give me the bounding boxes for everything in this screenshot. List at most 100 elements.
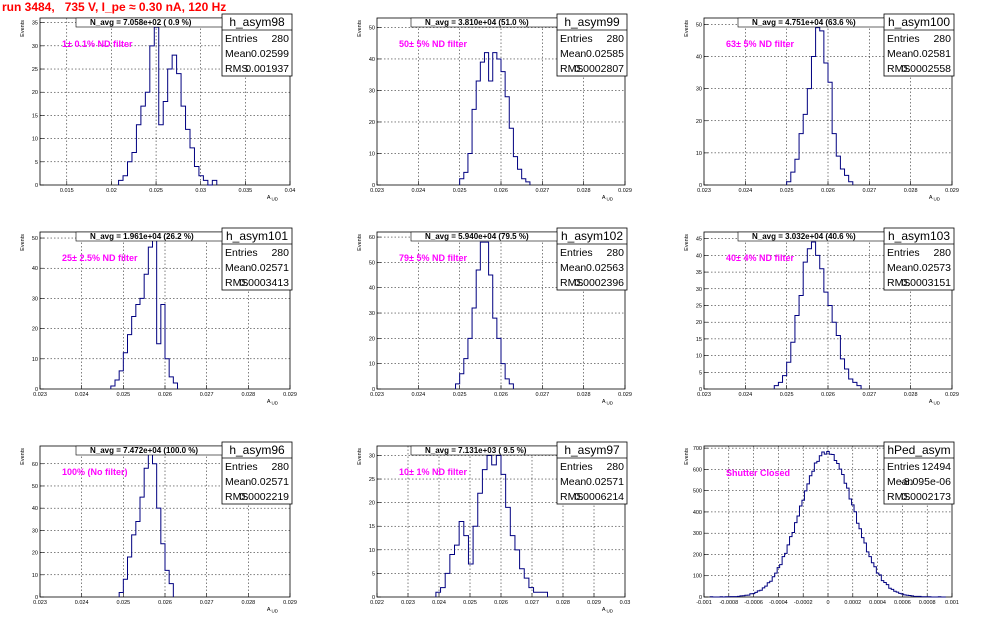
y-tick-label: 15 — [369, 524, 375, 530]
x-tick-label: 0.026 — [158, 600, 172, 606]
stats-box — [556, 13, 628, 77]
stats-value: 0.02581 — [913, 48, 951, 60]
x-axis-title: AUD — [267, 195, 279, 202]
y-tick-label: 40 — [369, 57, 375, 63]
stats-label: RMS — [225, 491, 248, 503]
stats-histogram-name: h_asym101 — [226, 229, 288, 243]
x-tick-label: 0.028 — [577, 392, 591, 398]
stats-value: 280 — [606, 461, 624, 473]
x-tick-label: 0.028 — [556, 600, 570, 606]
x-tick-label: 0.029 — [618, 188, 632, 194]
x-tick-label: 0.029 — [283, 392, 297, 398]
x-tick-label: 0.024 — [738, 188, 752, 194]
histogram-series — [786, 27, 854, 185]
x-tick-label: 0.029 — [587, 600, 601, 606]
x-tick-label: -0.0002 — [794, 600, 813, 606]
y-tick-label: 5 — [372, 571, 375, 577]
stats-label: Entries — [225, 33, 258, 45]
y-tick-label: 0 — [35, 595, 38, 601]
x-tick-label: 0.025 — [780, 188, 794, 194]
y-tick-label: 10 — [32, 137, 38, 143]
y-tick-label: 35 — [32, 21, 38, 27]
stats-value: 280 — [606, 33, 624, 45]
x-axis-title: AUD — [267, 607, 279, 614]
y-tick-label: 35 — [696, 270, 702, 276]
pad-h_asym98: 0.015 0.02 0.025 0.03 0.035 0.04 0 5 10 15 20 25 30 3… — [20, 13, 295, 202]
x-tick-label: 0.024 — [738, 392, 752, 398]
x-tick-label: 0.0004 — [869, 600, 886, 606]
x-tick-label: 0.027 — [525, 600, 539, 606]
stats-box — [883, 227, 955, 291]
y-tick-label: 30 — [369, 88, 375, 94]
navg-box — [75, 445, 223, 456]
y-tick-label: 20 — [32, 90, 38, 96]
stats-value: 280 — [933, 247, 951, 259]
stats-label: Entries — [560, 247, 593, 259]
y-tick-label: 20 — [369, 501, 375, 507]
filter-label: 100% (No filter) — [62, 467, 128, 477]
x-tick-label: -0.0004 — [769, 600, 788, 606]
y-tick-label: 500 — [693, 489, 702, 495]
x-tick-label: 0.026 — [821, 188, 835, 194]
x-tick-label: 0.024 — [432, 600, 446, 606]
navg-label: N_avg = 7.058e+02 ( 0.9 %) — [90, 18, 192, 27]
x-tick-label: 0.023 — [401, 600, 415, 606]
stats-value: 12494 — [922, 461, 951, 473]
stats-value: 0.0002807 — [574, 63, 624, 75]
x-axis-title: AUD — [602, 607, 614, 614]
x-tick-label: 0.027 — [862, 188, 876, 194]
stats-box — [883, 441, 955, 505]
stats-value: 0.0003413 — [239, 277, 289, 289]
y-tick-label: 0 — [372, 183, 375, 189]
y-tick-label: 30 — [32, 296, 38, 302]
x-tick-label: 0.02 — [106, 188, 117, 194]
y-tick-label: 5 — [699, 370, 702, 376]
stats-value: 0.0002173 — [901, 491, 951, 503]
run-title: run 3484, 735 V, I_pe ≈ 0.30 nA, 120 Hz — [2, 0, 227, 14]
stats-value: 280 — [271, 461, 289, 473]
histogram-series — [118, 452, 174, 597]
stats-label: Entries — [887, 247, 920, 259]
navg-box — [410, 17, 558, 28]
y-tick-label: 30 — [696, 87, 702, 93]
y-axis-title: Events — [20, 234, 26, 251]
navg-label: N_avg = 4.751e+04 (63.6 %) — [752, 18, 856, 27]
y-axis-title: Events — [684, 20, 690, 37]
y-tick-label: 0 — [699, 387, 702, 393]
x-tick-label: 0.027 — [862, 392, 876, 398]
x-tick-label: 0.029 — [283, 600, 297, 606]
x-tick-label: 0.025 — [116, 600, 130, 606]
y-tick-label: 50 — [696, 22, 702, 28]
stats-histogram-name: h_asym99 — [564, 15, 620, 29]
stats-value: 0.02599 — [251, 48, 289, 60]
filter-label: Shutter Closed — [726, 468, 790, 478]
y-tick-label: 50 — [369, 260, 375, 266]
stats-value: 280 — [933, 33, 951, 45]
stats-value: 0.0002558 — [901, 63, 951, 75]
y-axis-title: Events — [684, 448, 690, 465]
x-tick-label: -0.001 — [696, 600, 712, 606]
pad-h_asym100: 0.023 0.024 0.025 0.026 0.027 0.028 0.029 0 10 20… — [684, 13, 959, 202]
y-tick-label: 20 — [369, 120, 375, 126]
stats-histogram-name: h_asym103 — [888, 229, 950, 243]
x-tick-label: 0.035 — [238, 188, 252, 194]
y-tick-label: 0 — [699, 183, 702, 189]
stats-box — [556, 441, 628, 505]
stats-value: 0.02563 — [586, 262, 624, 274]
x-tick-label: 0.023 — [33, 392, 47, 398]
stats-histogram-name: h_asym100 — [888, 15, 950, 29]
y-tick-label: 45 — [696, 237, 702, 243]
x-tick-label: 0.001 — [945, 600, 959, 606]
y-tick-label: 20 — [369, 336, 375, 342]
histogram-series — [110, 234, 178, 389]
stats-label: Mean — [560, 262, 586, 274]
filter-label: 40± 4% ND filter — [726, 253, 794, 263]
x-tick-label: 0.026 — [494, 392, 508, 398]
stats-histogram-name: h_asym102 — [561, 229, 623, 243]
stats-histogram-name: h_asym96 — [229, 443, 285, 457]
y-tick-label: 15 — [696, 337, 702, 343]
y-tick-label: 50 — [32, 484, 38, 490]
y-tick-label: 30 — [32, 528, 38, 534]
pad-h_asym99: 0.023 0.024 0.025 0.026 0.027 0.028 0.029 0 10 20… — [357, 13, 632, 202]
